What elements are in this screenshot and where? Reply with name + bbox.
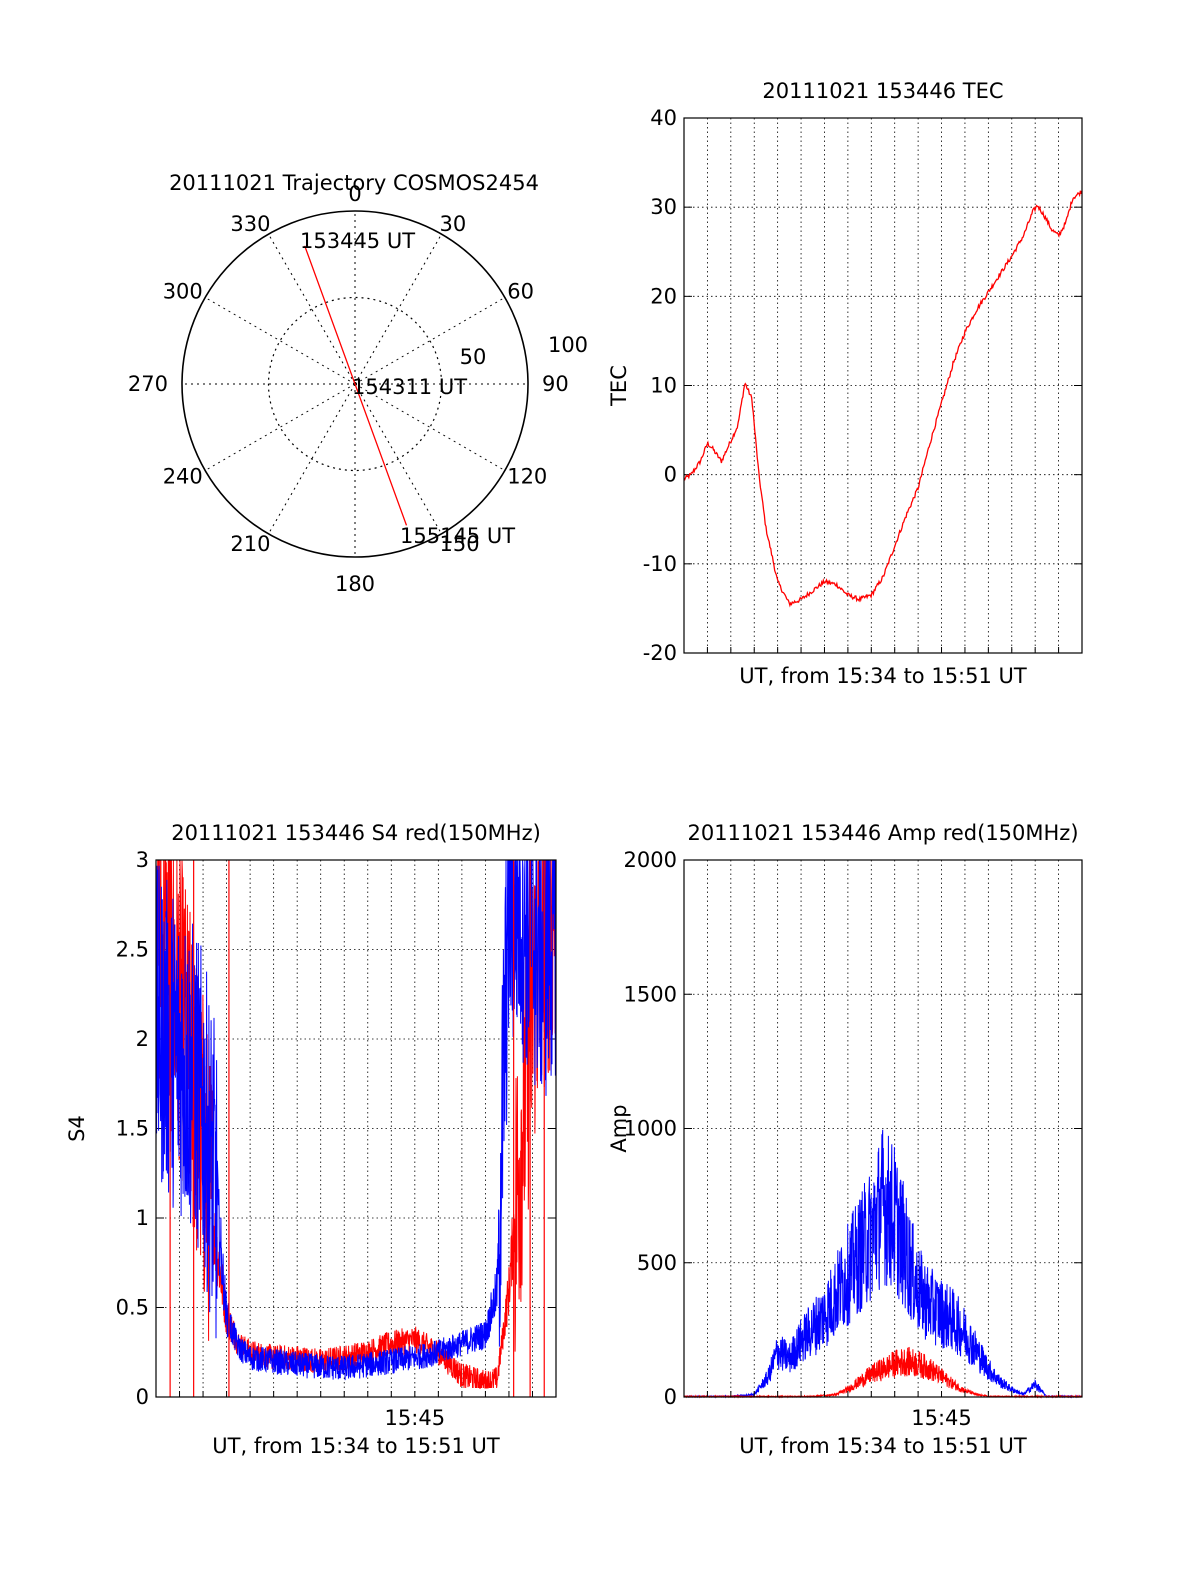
plot-frame bbox=[155, 859, 557, 1398]
series-line-1 bbox=[683, 1346, 1083, 1399]
x-tick-label: 15:45 bbox=[911, 1406, 972, 1430]
azimuth-spoke bbox=[354, 383, 442, 535]
azimuth-label: 330 bbox=[230, 212, 270, 236]
azimuth-label: 150 bbox=[440, 532, 480, 556]
azimuth-spoke bbox=[204, 383, 356, 471]
azimuth-label: 210 bbox=[230, 532, 270, 556]
y-tick-label: 2000 bbox=[624, 848, 677, 872]
s4-plot: 0 0.5 1 1.5 2 2.5 3 15:45 20111021 153446 S4 red… bbox=[65, 821, 557, 1458]
trajectory-polar-plot: 0 30 60 90 120 150 180 210 240 270 300 330 50 100 1534… bbox=[128, 171, 588, 596]
x-axis-label: UT, from 15:34 to 15:51 UT bbox=[739, 1434, 1027, 1458]
azimuth-spoke bbox=[354, 297, 506, 385]
y-tick-label: 0.5 bbox=[116, 1296, 149, 1320]
plot-frame bbox=[683, 859, 1083, 1398]
y-tick-label: 10 bbox=[650, 374, 677, 398]
radius-circle-50 bbox=[267, 296, 443, 472]
y-tick-label: 20 bbox=[650, 284, 677, 308]
track-mid-label: 154311 UT bbox=[352, 375, 467, 399]
x-axis-label: UT, from 15:34 to 15:51 UT bbox=[212, 1434, 500, 1458]
y-axis-label: TEC bbox=[607, 365, 631, 407]
track-start-label: 153445 UT bbox=[300, 229, 415, 253]
y-tick-label: 0 bbox=[136, 1385, 149, 1409]
azimuth-label: 300 bbox=[163, 280, 203, 304]
azimuth-label: 60 bbox=[507, 280, 534, 304]
azimuth-spoke bbox=[204, 297, 356, 385]
azimuth-label: 270 bbox=[128, 372, 168, 396]
y-axis-label: Amp bbox=[607, 1104, 631, 1152]
y-tick-label: 0 bbox=[664, 463, 677, 487]
y-tick-label: 1500 bbox=[624, 982, 677, 1006]
y-tick-label: 40 bbox=[650, 106, 677, 130]
satellite-track bbox=[304, 245, 408, 526]
series-line-0 bbox=[683, 1129, 1083, 1399]
y-axis-label: S4 bbox=[65, 1115, 89, 1142]
azimuth-label: 180 bbox=[335, 572, 375, 596]
series-line-1 bbox=[155, 859, 557, 1381]
y-tick-label: 500 bbox=[637, 1251, 677, 1275]
plot-frame bbox=[683, 117, 1083, 654]
azimuth-spoke bbox=[268, 233, 356, 385]
series-line-0 bbox=[683, 190, 1083, 608]
track-end-label: 155145 UT bbox=[400, 524, 515, 548]
azimuth-spoke bbox=[354, 383, 506, 471]
x-tick-label: 15:45 bbox=[385, 1406, 446, 1430]
radius-label: 50 bbox=[460, 345, 487, 369]
y-tick-label: 3 bbox=[136, 848, 149, 872]
y-tick-label: 30 bbox=[650, 195, 677, 219]
y-tick-label: 1000 bbox=[624, 1117, 677, 1141]
chart-title: 20111021 153446 Amp red(150MHz) bbox=[687, 821, 1078, 845]
azimuth-label: 120 bbox=[507, 465, 547, 489]
y-tick-label: 1 bbox=[136, 1206, 149, 1230]
chart-title: 20111021 153446 S4 red(150MHz) bbox=[171, 821, 541, 845]
y-tick-label: 2 bbox=[136, 1027, 149, 1051]
y-tick-label: -10 bbox=[643, 552, 677, 576]
azimuth-spoke bbox=[354, 233, 442, 385]
y-tick-label: 1.5 bbox=[116, 1117, 149, 1141]
horizon-circle bbox=[181, 210, 529, 558]
x-axis-label: UT, from 15:34 to 15:51 UT bbox=[739, 664, 1027, 688]
y-tick-label: 0 bbox=[664, 1385, 677, 1409]
y-tick-label: -20 bbox=[643, 641, 677, 665]
y-tick-label: 2.5 bbox=[116, 938, 149, 962]
tec-plot: -20 -10 0 10 20 30 40 20111021 153446 TEC UT, fr… bbox=[607, 79, 1083, 688]
amp-plot: 0 500 1000 1500 2000 15:45 20111021 153446 Amp… bbox=[607, 821, 1083, 1458]
azimuth-spoke bbox=[268, 383, 356, 535]
azimuth-label: 30 bbox=[440, 212, 467, 236]
azimuth-label: 0 bbox=[348, 182, 361, 206]
radius-label: 100 bbox=[548, 333, 588, 357]
azimuth-label: 240 bbox=[163, 465, 203, 489]
azimuth-label: 90 bbox=[542, 372, 569, 396]
chart-title: 20111021 Trajectory COSMOS2454 bbox=[169, 171, 539, 195]
chart-title: 20111021 153446 TEC bbox=[762, 79, 1003, 103]
